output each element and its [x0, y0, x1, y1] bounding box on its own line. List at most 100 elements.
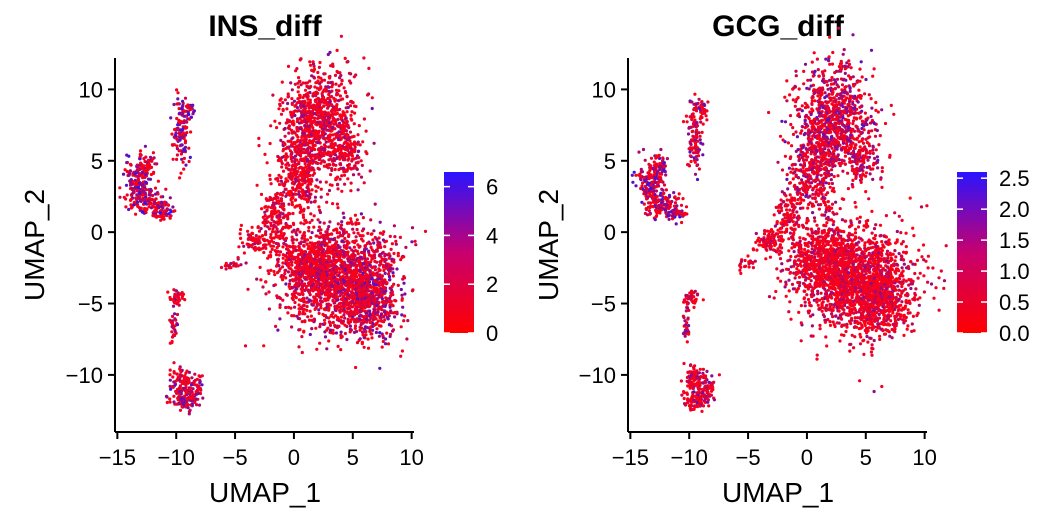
scatter-point — [297, 345, 301, 349]
scatter-point — [328, 292, 333, 296]
scatter-point — [261, 221, 265, 225]
scatter-point — [369, 316, 373, 320]
scatter-point — [151, 171, 156, 175]
scatter-point — [343, 291, 347, 296]
scatter-point — [332, 122, 337, 126]
scatter-point — [380, 319, 384, 323]
scatter-point — [164, 394, 169, 398]
scatter-point — [358, 300, 362, 304]
scatter-point — [332, 158, 336, 162]
scatter-point — [312, 103, 316, 108]
scatter-point — [324, 241, 328, 245]
scatter-point — [354, 222, 359, 226]
scatter-point — [269, 268, 273, 272]
scatter-point — [372, 241, 376, 245]
scatter-point — [348, 104, 353, 108]
scatter-point — [271, 227, 275, 231]
scatter-point — [348, 327, 352, 331]
scatter-point — [343, 56, 347, 61]
scatter-point — [387, 269, 391, 273]
scatter-point — [384, 263, 388, 267]
scatter-point — [172, 361, 176, 365]
scatter-point — [178, 375, 182, 379]
scatter-point — [402, 276, 407, 280]
scatter-point — [336, 187, 340, 191]
scatter-point — [312, 295, 316, 300]
scatter-point — [282, 184, 286, 188]
scatter-point — [293, 82, 297, 86]
scatter-point — [296, 97, 300, 101]
scatter-point — [302, 296, 306, 300]
scatter-point — [357, 156, 361, 160]
scatter-point — [179, 171, 183, 175]
scatter-point — [183, 109, 187, 113]
scatter-point — [347, 233, 351, 237]
scatter-point — [365, 241, 369, 246]
scatter-point — [356, 133, 360, 137]
scatter-point — [293, 154, 298, 158]
scatter-point — [319, 296, 323, 300]
scatter-point — [291, 180, 295, 184]
scatter-point — [290, 260, 294, 264]
scatter-point — [341, 260, 345, 264]
scatter-point — [315, 275, 319, 279]
scatter-point — [275, 246, 279, 250]
scatter-point — [375, 248, 379, 253]
scatter-point — [176, 97, 180, 101]
scatter-point — [185, 131, 189, 135]
scatter-point — [366, 337, 370, 341]
scatter-point — [309, 84, 313, 89]
scatter-point — [180, 291, 184, 295]
scatter-point — [291, 237, 295, 242]
scatter-point — [318, 341, 322, 345]
scatter-point — [380, 293, 384, 297]
scatter-point — [281, 169, 286, 173]
scatter-point — [350, 118, 354, 122]
scatter-point — [277, 173, 281, 177]
scatter-point — [282, 190, 286, 194]
scatter-point — [171, 326, 175, 330]
scatter-point — [378, 366, 382, 370]
scatter-point — [335, 111, 339, 116]
scatter-point — [305, 150, 309, 154]
scatter-point — [314, 189, 318, 193]
scatter-point — [384, 239, 388, 243]
scatter-point — [317, 290, 321, 294]
scatter-point — [340, 189, 344, 193]
scatter-point — [376, 292, 380, 296]
scatter-point — [181, 99, 185, 103]
scatter-point — [359, 175, 364, 179]
scatter-point — [188, 408, 192, 412]
scatter-point — [383, 287, 387, 291]
scatter-point — [315, 271, 319, 275]
scatter-point — [273, 230, 278, 234]
scatter-point — [353, 213, 357, 217]
scatter-point — [290, 286, 294, 290]
scatter-point — [264, 280, 268, 284]
scatter-point — [316, 148, 320, 152]
scatter-point — [171, 385, 175, 389]
scatter-point — [296, 90, 300, 94]
scatter-point — [378, 231, 383, 235]
scatter-point — [185, 376, 189, 380]
scatter-point — [361, 234, 365, 238]
scatter-point — [280, 155, 284, 159]
scatter-point — [327, 232, 331, 237]
scatter-point — [144, 208, 148, 212]
scatter-point — [279, 179, 283, 183]
scatter-point — [361, 216, 365, 220]
scatter-point — [143, 144, 147, 148]
scatter-point — [300, 166, 304, 170]
scatter-point — [298, 79, 302, 83]
scatter-point — [272, 269, 276, 274]
scatter-point — [350, 110, 354, 114]
scatter-point — [177, 296, 181, 300]
scatter-point — [341, 303, 345, 307]
scatter-point — [343, 127, 347, 131]
scatter-point — [292, 293, 296, 297]
scatter-point — [290, 314, 294, 318]
scatter-point — [297, 181, 301, 185]
scatter-point — [349, 318, 353, 322]
scatter-point — [362, 249, 366, 253]
scatter-point — [348, 264, 352, 269]
